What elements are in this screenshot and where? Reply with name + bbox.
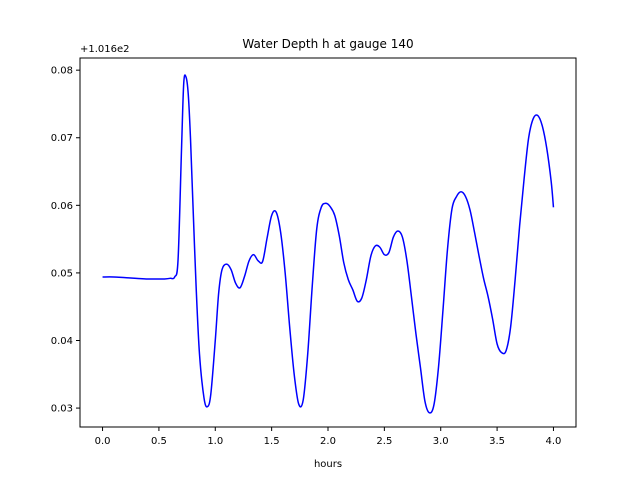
y-tick-label: 0.06 — [51, 201, 73, 212]
y-axis-offset-label: +1.016e2 — [80, 44, 130, 55]
y-axis-ticks: 0.03 0.04 0.05 0.06 0.07 0.08 — [51, 66, 80, 415]
x-tick-label: 0.5 — [151, 436, 167, 447]
chart-title: Water Depth h at gauge 140 — [242, 37, 413, 51]
y-tick-label: 0.07 — [51, 133, 73, 144]
y-tick-label: 0.05 — [51, 268, 73, 279]
x-tick-label: 3.5 — [489, 436, 505, 447]
x-axis-label: hours — [314, 459, 342, 470]
x-tick-label: 2.0 — [320, 436, 336, 447]
y-tick-label: 0.04 — [51, 336, 73, 347]
x-axis-ticks: 0.0 0.5 1.0 1.5 2.0 2.5 3.0 3.5 4.0 — [95, 427, 562, 447]
y-tick-label: 0.03 — [51, 404, 73, 415]
series-layer — [102, 74, 555, 414]
x-tick-label: 3.0 — [433, 436, 449, 447]
series-line — [102, 74, 555, 414]
x-tick-label: 1.0 — [207, 436, 223, 447]
x-tick-label: 1.5 — [264, 436, 280, 447]
y-tick-label: 0.08 — [51, 66, 73, 77]
x-tick-label: 0.0 — [95, 436, 111, 447]
x-tick-label: 2.5 — [376, 436, 392, 447]
x-tick-label: 4.0 — [546, 436, 562, 447]
